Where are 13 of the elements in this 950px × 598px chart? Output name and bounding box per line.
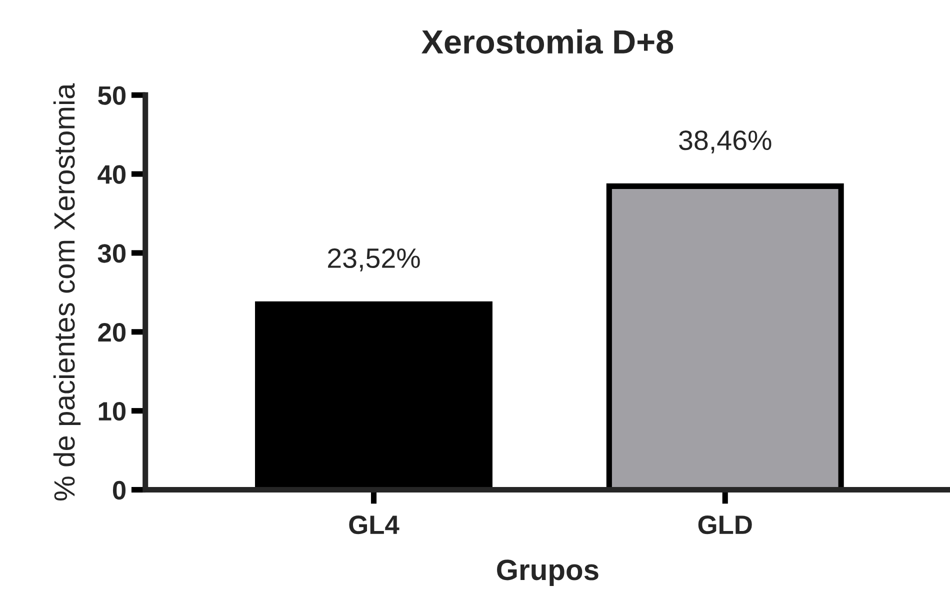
y-tick-label: 50	[98, 86, 126, 105]
y-tick-label: 20	[98, 323, 126, 342]
y-tick-label: 0	[112, 480, 126, 500]
y-tick-label: 40	[98, 165, 126, 184]
x-tick-label: GL4	[349, 515, 400, 534]
y-axis-title: % de pacientes com Xerostomia	[53, 83, 81, 500]
y-tick-label: 30	[98, 244, 126, 263]
data-label: 23,52%	[328, 248, 420, 272]
data-label: 38,46%	[679, 130, 772, 154]
y-tick-label: 10	[98, 402, 126, 421]
x-axis-title: Grupos	[497, 560, 598, 586]
x-tick-label: GLD	[698, 515, 752, 534]
chart-title: Xerostomia D+8	[422, 29, 674, 54]
